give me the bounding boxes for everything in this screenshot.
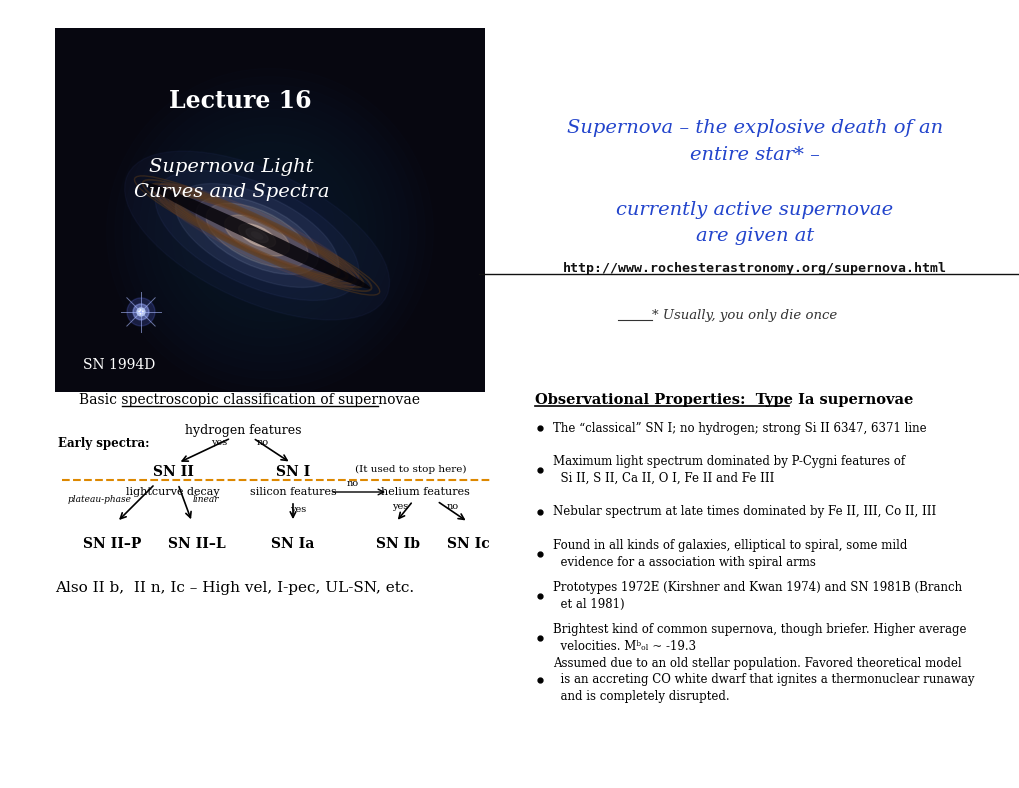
Text: Also II b,  II n, Ic – High vel, I-pec, UL-SN, etc.: Also II b, II n, Ic – High vel, I-pec, U… bbox=[55, 581, 414, 595]
Text: The “classical” SN I; no hydrogen; strong Si II 6347, 6371 line: The “classical” SN I; no hydrogen; stron… bbox=[552, 422, 925, 434]
Text: SN Ic: SN Ic bbox=[446, 537, 489, 551]
Text: no: no bbox=[446, 502, 459, 511]
Text: silicon features: silicon features bbox=[250, 487, 336, 497]
Text: Assumed due to an old stellar population. Favored theoretical model
  is an accr: Assumed due to an old stellar population… bbox=[552, 657, 973, 703]
Text: helium features: helium features bbox=[380, 487, 469, 497]
Ellipse shape bbox=[144, 182, 370, 288]
Text: SN Ib: SN Ib bbox=[376, 537, 420, 551]
Text: yes: yes bbox=[289, 505, 306, 514]
Text: (It used to stop here): (It used to stop here) bbox=[355, 464, 466, 474]
Text: SN II–L: SN II–L bbox=[168, 537, 225, 551]
Text: are given at: are given at bbox=[695, 227, 813, 245]
Text: hydrogen features: hydrogen features bbox=[184, 423, 301, 437]
Circle shape bbox=[139, 310, 143, 314]
Text: Supernova – the explosive death of an: Supernova – the explosive death of an bbox=[567, 119, 943, 137]
Text: entire star* –: entire star* – bbox=[690, 146, 819, 164]
Circle shape bbox=[132, 304, 149, 320]
Text: Brightest kind of common supernova, though briefer. Higher average
  velocities.: Brightest kind of common supernova, thou… bbox=[552, 623, 966, 652]
Ellipse shape bbox=[252, 232, 263, 239]
Text: SN Ia: SN Ia bbox=[271, 537, 315, 551]
Text: no: no bbox=[346, 479, 359, 488]
Text: linear: linear bbox=[193, 495, 219, 504]
Text: * Usually, you only die once: * Usually, you only die once bbox=[652, 308, 837, 322]
Text: lightcurve decay: lightcurve decay bbox=[126, 487, 220, 497]
Text: Nebular spectrum at late times dominated by Fe II, III, Co II, III: Nebular spectrum at late times dominated… bbox=[552, 505, 935, 519]
Text: no: no bbox=[257, 438, 269, 447]
Circle shape bbox=[127, 298, 155, 326]
Circle shape bbox=[137, 308, 145, 316]
Ellipse shape bbox=[206, 203, 308, 268]
Ellipse shape bbox=[175, 184, 338, 288]
Ellipse shape bbox=[196, 196, 318, 274]
Text: yes: yes bbox=[211, 438, 227, 447]
Bar bbox=[55, 28, 484, 392]
Text: Maximum light spectrum dominated by P-Cygni features of
  Si II, S II, Ca II, O : Maximum light spectrum dominated by P-Cy… bbox=[552, 455, 904, 485]
Text: SN II: SN II bbox=[153, 465, 194, 479]
Ellipse shape bbox=[155, 170, 359, 300]
Ellipse shape bbox=[238, 224, 275, 247]
Text: SN II–P: SN II–P bbox=[83, 537, 141, 551]
Text: Observational Properties:  Type Ia supernovae: Observational Properties: Type Ia supern… bbox=[535, 393, 912, 407]
Ellipse shape bbox=[124, 151, 389, 320]
Text: Prototypes 1972E (Kirshner and Kwan 1974) and SN 1981B (Branch
  et al 1981): Prototypes 1972E (Kirshner and Kwan 1974… bbox=[552, 582, 961, 611]
Text: yes: yes bbox=[391, 502, 408, 511]
Text: http://www.rochesterastronomy.org/supernova.html: http://www.rochesterastronomy.org/supern… bbox=[562, 262, 946, 274]
Ellipse shape bbox=[224, 215, 289, 256]
Ellipse shape bbox=[254, 234, 260, 237]
Text: SN 1994D: SN 1994D bbox=[83, 358, 155, 372]
Text: Found in all kinds of galaxies, elliptical to spiral, some mild
  evidence for a: Found in all kinds of galaxies, elliptic… bbox=[552, 539, 907, 569]
Ellipse shape bbox=[155, 184, 359, 287]
Text: SN I: SN I bbox=[275, 465, 310, 479]
Text: currently active supernovae: currently active supernovae bbox=[615, 201, 893, 219]
Text: plateau-phase: plateau-phase bbox=[68, 495, 131, 504]
Text: Basic spectroscopic classification of supernovae: Basic spectroscopic classification of su… bbox=[79, 393, 420, 407]
Ellipse shape bbox=[246, 229, 268, 243]
Ellipse shape bbox=[189, 201, 325, 270]
Text: Early spectra:: Early spectra: bbox=[58, 437, 150, 449]
Text: Supernova Light
Curves and Spectra: Supernova Light Curves and Spectra bbox=[133, 158, 329, 201]
Text: Lecture 16: Lecture 16 bbox=[168, 89, 311, 113]
